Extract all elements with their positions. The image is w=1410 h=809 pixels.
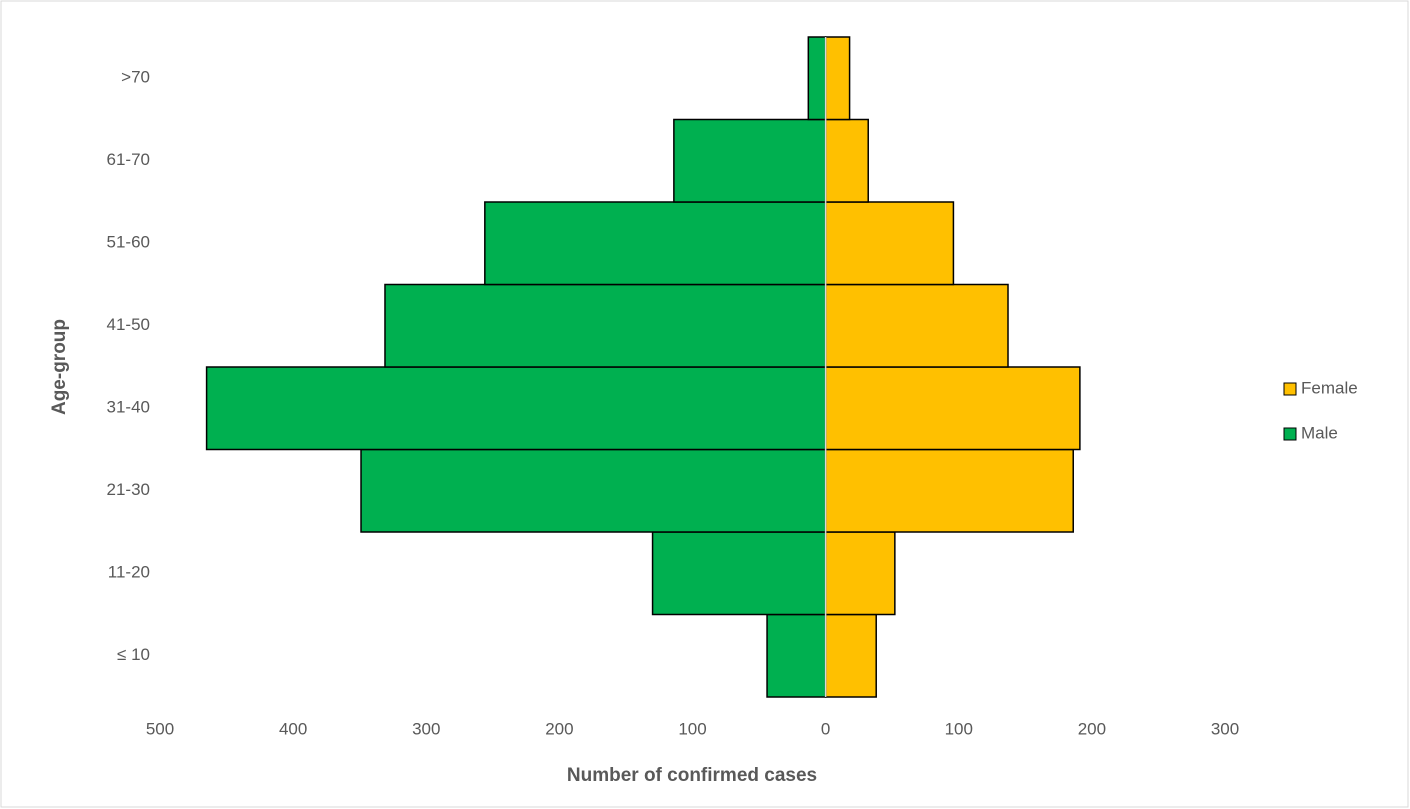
x-tick-label: 300 [1211,719,1239,738]
y-axis-title: Age-group [49,319,70,415]
x-tick-label: 500 [146,719,174,738]
bar [205,366,827,451]
legend-swatch [1283,427,1297,441]
bar [673,118,827,203]
y-tick-label: 51-60 [107,233,150,252]
x-tick-label: 200 [545,719,573,738]
legend-swatch [1283,382,1297,396]
y-tick-label: 21-30 [107,480,150,499]
x-tick-label: 400 [279,719,307,738]
y-tick-label: >70 [121,68,150,87]
y-tick-label: 61-70 [107,150,150,169]
bar [384,283,827,368]
x-tick-label: 100 [945,719,973,738]
bar [824,366,1081,451]
bar [824,283,1009,368]
y-tick-label: 31-40 [107,398,150,417]
bar [484,201,827,286]
y-tick-label: ≤ 10 [117,645,150,664]
bar [824,36,851,121]
bar [824,201,955,286]
x-tick-label: 100 [678,719,706,738]
bar [824,613,877,698]
legend-label: Male [1301,423,1338,442]
x-tick-label: 300 [412,719,440,738]
bar [824,448,1074,533]
x-axis-title: Number of confirmed cases [567,765,817,786]
bar [807,36,827,121]
bar [824,531,896,616]
y-tick-label: 11-20 [108,563,150,582]
x-tick-label: 0 [821,719,830,738]
bar [651,531,827,616]
bar [360,448,827,533]
x-tick-label: 200 [1078,719,1106,738]
legend-label: Female [1301,378,1358,397]
bar [824,118,869,203]
y-tick-label: 41-50 [107,315,150,334]
bar [766,613,827,698]
